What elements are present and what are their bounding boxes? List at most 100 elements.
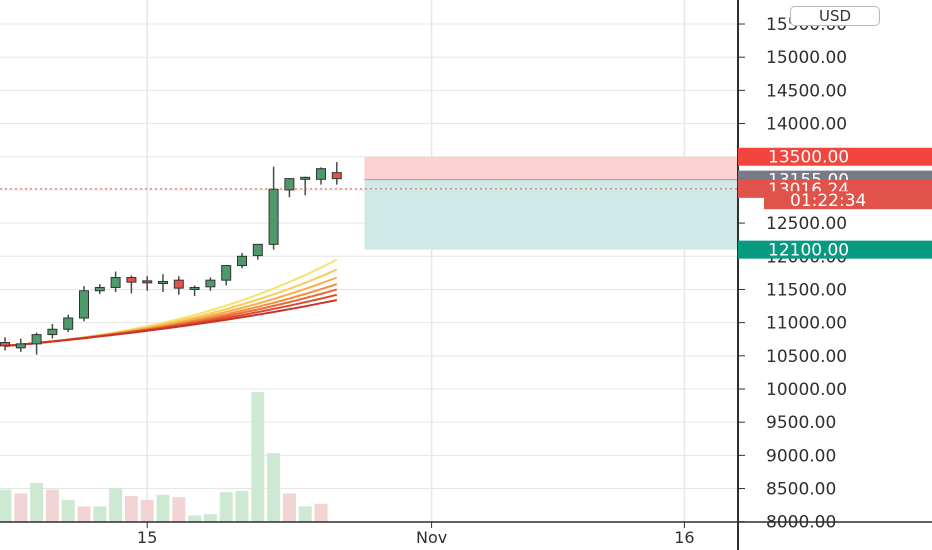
candle xyxy=(15,338,26,352)
candle xyxy=(158,274,168,293)
volume-bar xyxy=(14,493,28,522)
price-tick-label: 14500.00 xyxy=(766,81,847,101)
candle xyxy=(110,271,121,293)
price-tick-label: 12500.00 xyxy=(766,214,847,234)
candle-body xyxy=(110,277,121,288)
candle xyxy=(63,314,74,332)
volume-bar xyxy=(219,492,233,522)
stop-loss-zone xyxy=(364,179,738,250)
candles xyxy=(0,162,342,355)
volume-bar xyxy=(30,483,44,522)
candle-body xyxy=(126,277,137,283)
candle-body xyxy=(205,279,216,288)
volume-bar xyxy=(61,499,75,522)
candle-body xyxy=(331,172,342,180)
candle-body xyxy=(189,286,200,290)
candle xyxy=(221,264,232,286)
price-tick-label: 11500.00 xyxy=(766,280,847,300)
candle-body xyxy=(0,342,10,347)
volume-bar xyxy=(0,489,12,522)
volume-bar xyxy=(124,496,138,522)
ema-line xyxy=(4,283,338,347)
volume-bar xyxy=(77,506,91,522)
volume-bar xyxy=(109,488,123,522)
take-profit-zone xyxy=(364,156,738,180)
price-tick-label: 10000.00 xyxy=(766,380,847,400)
candle xyxy=(142,276,153,291)
candle-body xyxy=(173,279,184,289)
ema-ribbon xyxy=(4,258,338,347)
price-tick-label: 11000.00 xyxy=(766,314,847,334)
candle-body xyxy=(284,178,295,191)
candle xyxy=(79,286,89,322)
candle xyxy=(252,243,263,260)
candle-body xyxy=(316,168,326,180)
volume-bar xyxy=(140,499,154,522)
candle xyxy=(205,277,216,291)
ema-line xyxy=(4,299,337,347)
candle xyxy=(284,177,295,198)
price-tick-label: 14000.00 xyxy=(766,115,847,135)
price-tag-label: 12100.00 xyxy=(768,241,849,261)
candle xyxy=(237,252,247,269)
volume-bar xyxy=(172,497,186,522)
price-tag xyxy=(764,191,932,210)
volume-bar xyxy=(314,503,328,522)
candle xyxy=(316,167,326,185)
candle xyxy=(331,162,342,185)
time-tick-label: Nov xyxy=(416,528,447,547)
candle xyxy=(47,323,58,339)
candle-body xyxy=(221,265,232,281)
price-tick-label: 9000.00 xyxy=(766,446,836,466)
ema-line xyxy=(4,276,338,347)
price-tag-label: 01:22:34 xyxy=(790,191,866,211)
price-tick-label: 10500.00 xyxy=(766,347,847,367)
volume-bar xyxy=(188,515,202,522)
candle-body xyxy=(15,343,26,349)
ema-line xyxy=(4,288,338,347)
volume-bars xyxy=(0,392,328,522)
candle-body xyxy=(47,328,58,336)
time-tick-label: 16 xyxy=(674,528,694,547)
price-tick-label: 8000.00 xyxy=(766,513,836,533)
candle xyxy=(31,332,42,355)
candle xyxy=(0,337,10,351)
grid xyxy=(0,0,738,523)
volume-bar xyxy=(156,494,170,522)
time-tick-label: 15 xyxy=(137,528,157,547)
volume-bar xyxy=(235,490,249,522)
candle-body xyxy=(63,317,74,330)
candle xyxy=(126,275,137,294)
price-tick-label: 8500.00 xyxy=(766,480,836,500)
volume-bar xyxy=(203,514,217,522)
candle xyxy=(268,166,279,250)
candle xyxy=(189,285,200,297)
volume-bar xyxy=(298,506,312,522)
candle-body xyxy=(268,188,279,245)
price-tag xyxy=(738,240,932,259)
currency-button[interactable]: USD xyxy=(790,6,880,26)
price-tag xyxy=(738,147,932,166)
candle xyxy=(173,276,184,295)
candle-body xyxy=(158,280,168,284)
time-axis-labels: 15 Nov 16 xyxy=(137,522,695,547)
candle xyxy=(94,284,105,295)
volume-bar xyxy=(45,489,59,522)
candle xyxy=(300,176,311,196)
price-tick-label: 9500.00 xyxy=(766,413,836,433)
volume-bar xyxy=(251,392,265,522)
volume-bar xyxy=(267,453,281,522)
candle-body xyxy=(252,243,263,257)
price-tag-label: 13500.00 xyxy=(768,148,849,168)
volume-bar xyxy=(93,506,107,522)
candle-body xyxy=(94,286,105,292)
candle-body xyxy=(300,176,311,180)
candle-body xyxy=(31,334,42,345)
price-tick-label: 15000.00 xyxy=(766,48,847,68)
candle-body xyxy=(79,290,89,319)
candle-body xyxy=(237,255,247,267)
candle-body xyxy=(142,280,153,284)
volume-bar xyxy=(282,493,296,522)
